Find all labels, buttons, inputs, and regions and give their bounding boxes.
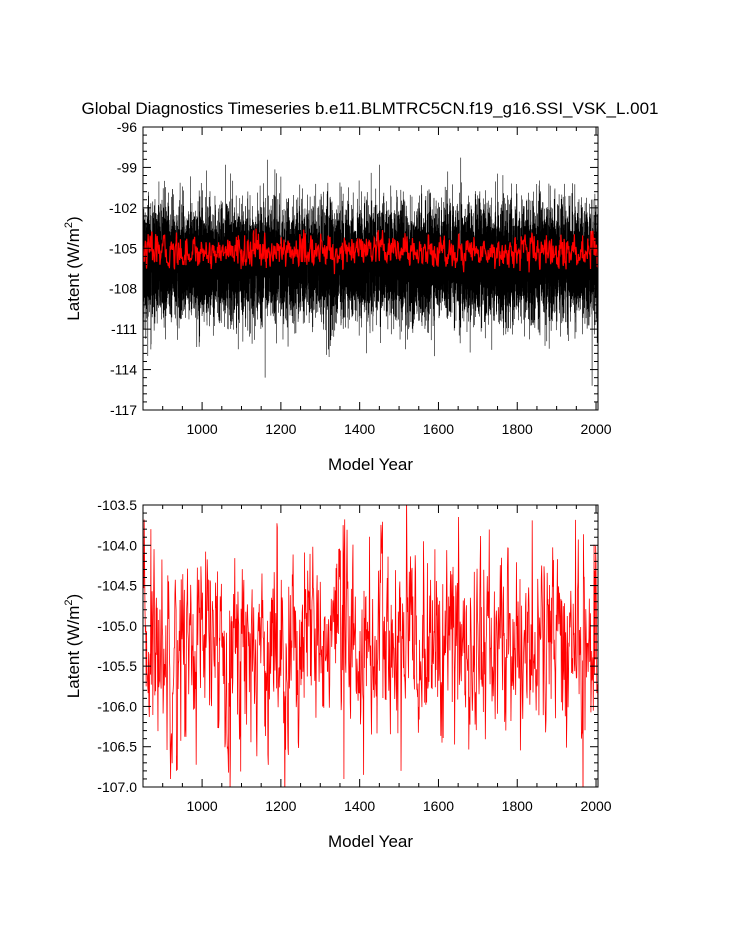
y-tick-label: -117 <box>110 402 137 418</box>
y-axis-title-end: ) <box>64 216 83 222</box>
y-axis-title-superscript: 2 <box>63 222 75 228</box>
x-tick-label: 1600 <box>423 798 454 814</box>
x-tick-label: 1800 <box>502 798 533 814</box>
series-annual-line <box>143 505 598 787</box>
chart-title: Global Diagnostics Timeseries b.e11.BLMT… <box>81 99 658 118</box>
y-tick-label: -114 <box>110 362 137 378</box>
y-tick-label: -106.5 <box>97 739 137 755</box>
plot-frame <box>142 126 599 411</box>
plot-frame <box>142 504 599 788</box>
y-tick-label: -108 <box>109 281 137 297</box>
y-tick-label: -105.0 <box>97 618 137 634</box>
y-tick-label: -103.5 <box>97 497 137 513</box>
y-axis-title-end: ) <box>64 594 83 600</box>
x-tick-label: 1400 <box>344 421 375 437</box>
chart-panel-1: 1000 1200 1400 1600 1800 2000 -96 -99 -102 -105 -1… <box>63 119 612 474</box>
y-tick-label: -105 <box>109 240 137 256</box>
x-tick-label: 1200 <box>265 421 296 437</box>
y-tick-label: -107.0 <box>97 779 137 795</box>
x-axis-title: Model Year <box>328 455 413 474</box>
x-axis-title: Model Year <box>328 832 413 851</box>
y-tick-label: -105.5 <box>97 658 137 674</box>
x-tick-label: 2000 <box>580 798 611 814</box>
y-tick-label: -111 <box>111 321 137 337</box>
x-tick-label: 1800 <box>502 421 533 437</box>
y-axis-title-superscript: 2 <box>63 599 75 605</box>
y-tick-label: -104.0 <box>97 537 137 553</box>
x-tick-label: 1000 <box>187 421 218 437</box>
y-axis-title: Latent (W/m2) <box>63 594 83 698</box>
y-axis-title: Latent (W/m2) <box>63 216 83 320</box>
x-tick-label: 1400 <box>344 798 375 814</box>
y-tick-label: -96 <box>117 119 137 135</box>
y-tick-label: -106.0 <box>97 698 137 714</box>
x-tick-label: 1600 <box>423 421 454 437</box>
y-axis-title-main: Latent (W/m <box>64 606 83 699</box>
y-tick-label: -102 <box>109 200 137 216</box>
series-annual-line <box>143 228 598 275</box>
chart-panel-2: 1000 1200 1400 1600 1800 2000 -103.5 -104.0 -104… <box>63 497 612 851</box>
y-tick-label: -99 <box>117 159 137 175</box>
series-monthly-line <box>143 157 598 386</box>
y-tick-label: -104.5 <box>97 578 137 594</box>
x-tick-label: 1200 <box>265 798 296 814</box>
y-axis-title-main: Latent (W/m <box>64 228 83 321</box>
x-tick-label: 2000 <box>580 421 611 437</box>
x-tick-label: 1000 <box>187 798 218 814</box>
